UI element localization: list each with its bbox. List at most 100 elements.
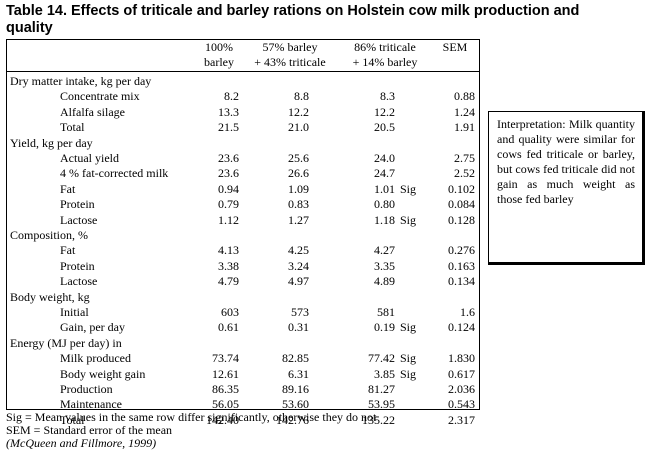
cell-100-barley: 3.38: [218, 258, 239, 273]
row-label: Alfalfa silage: [60, 104, 125, 119]
cell-sem: 0.102: [448, 181, 475, 196]
table-row: Body weight gain 12.61 6.31 3.85 Sig 0.617: [7, 367, 479, 382]
column-header-sem: SEM: [435, 40, 475, 55]
row-label: Maintenance: [60, 397, 122, 412]
table-row: Total 21.5 21.0 20.5 1.91: [7, 120, 479, 135]
table-bottom-rule: [7, 409, 479, 410]
cell-sem: 0.163: [448, 258, 475, 273]
cell-86-triticale: 8.3: [380, 89, 395, 104]
cell-sig: Sig: [400, 366, 417, 381]
cell-86-triticale: 1.18: [374, 212, 395, 227]
table-group-row: Body weight, kg: [7, 290, 479, 305]
column-header-line2: + 43% triticale: [254, 55, 326, 69]
group-label: Yield, kg per day: [10, 135, 93, 150]
cell-57-barley: 4.97: [288, 274, 309, 289]
cell-100-barley: 603: [221, 305, 239, 319]
column-header-line2: barley: [204, 55, 234, 69]
cell-sig: Sig: [400, 212, 417, 227]
cell-100-barley: 86.35: [212, 382, 239, 396]
cell-86-triticale: 3.85: [374, 366, 395, 381]
row-label: 4 % fat-corrected milk: [60, 166, 169, 181]
column-header-86-triticale: 86% triticale + 14% barley: [343, 40, 427, 70]
table-footnotes: Sig = Mean values in the same row differ…: [6, 411, 476, 450]
cell-100-barley: 4.79: [218, 274, 239, 289]
row-label: Actual yield: [60, 151, 119, 165]
table-group-row: Yield, kg per day: [7, 136, 479, 151]
column-header-line1: 57% barley: [262, 40, 318, 54]
cell-86-triticale: 53.95: [368, 397, 395, 412]
row-label: Lactose: [60, 274, 98, 289]
table-group-row: Dry matter intake, kg per day: [7, 74, 479, 89]
cell-86-triticale: 0.80: [374, 197, 395, 212]
data-table: 100% barley 57% barley + 43% triticale 8…: [6, 39, 480, 427]
cell-sig: Sig: [400, 320, 417, 335]
table-row: Production 86.35 89.16 81.27 2.036: [7, 382, 479, 397]
cell-sem: 0.134: [448, 274, 475, 289]
table-row: Initial 603 573 581 1.6: [7, 305, 479, 320]
cell-sem: 0.084: [448, 197, 475, 212]
cell-sem: 0.88: [454, 89, 475, 104]
table-row: Fat 0.94 1.09 1.01 Sig 0.102: [7, 182, 479, 197]
cell-57-barley: 82.85: [282, 351, 309, 366]
cell-sem: 0.543: [448, 397, 475, 412]
row-label: Body weight gain: [60, 366, 146, 381]
column-header-line2: + 14% barley: [352, 55, 418, 69]
cell-57-barley: 21.0: [288, 120, 309, 135]
row-label: Lactose: [60, 212, 98, 227]
cell-sem: 2.036: [448, 382, 475, 396]
cell-sem: 2.75: [454, 151, 475, 165]
table-row: Protein 0.79 0.83 0.80 0.084: [7, 197, 479, 212]
group-label: Energy (MJ per day) in: [10, 335, 122, 350]
cell-57-barley: 1.27: [288, 212, 309, 227]
table-group-row: Energy (MJ per day) in: [7, 336, 479, 351]
row-label: Total: [60, 120, 85, 135]
table-row: Total 142.40 142.76 135.22 2.317: [7, 413, 479, 428]
cell-57-barley: 25.6: [288, 151, 309, 165]
cell-sem: 1.24: [454, 104, 475, 119]
column-header-line2: SEM: [442, 40, 468, 54]
cell-100-barley: 8.2: [224, 89, 239, 104]
cell-57-barley: 53.60: [282, 397, 309, 412]
cell-86-triticale: 0.19: [374, 320, 395, 335]
table-row: 4 % fat-corrected milk 23.6 26.6 24.7 2.52: [7, 166, 479, 181]
row-label: Protein: [60, 258, 95, 273]
cell-57-barley: 573: [291, 305, 309, 319]
cell-86-triticale: 3.35: [374, 258, 395, 273]
cell-86-triticale: 1.01: [374, 181, 395, 196]
table-row: Alfalfa silage 13.3 12.2 12.2 1.24: [7, 105, 479, 120]
cell-86-triticale: 4.89: [374, 274, 395, 289]
cell-57-barley: 89.16: [282, 382, 309, 396]
table-row: Lactose 4.79 4.97 4.89 0.134: [7, 274, 479, 289]
cell-sem: 2.317: [448, 412, 475, 427]
cell-86-triticale: 24.7: [374, 166, 395, 181]
table-row: Maintenance 56.05 53.60 53.95 0.543: [7, 397, 479, 412]
row-label: Total: [60, 412, 85, 427]
row-label: Fat: [60, 243, 76, 258]
cell-100-barley: 4.13: [218, 243, 239, 258]
interpretation-box: Interpretation: Milk quantity and qualit…: [488, 111, 645, 265]
cell-57-barley: 142.76: [276, 412, 309, 427]
table-row: Milk produced 73.74 82.85 77.42 Sig 1.830: [7, 351, 479, 366]
cell-100-barley: 73.74: [212, 351, 239, 366]
table-row: Fat 4.13 4.25 4.27 0.276: [7, 243, 479, 258]
cell-57-barley: 12.2: [288, 104, 309, 119]
cell-100-barley: 21.5: [218, 120, 239, 135]
cell-sem: 0.124: [448, 320, 475, 335]
column-header-100-barley: 100% barley: [198, 40, 240, 70]
citation: (McQueen and Fillmore, 1999): [6, 436, 157, 450]
row-label: Concentrate mix: [60, 89, 140, 104]
cell-sem: 0.276: [448, 243, 475, 258]
cell-sem: 2.52: [454, 166, 475, 181]
cell-100-barley: 0.94: [218, 181, 239, 196]
cell-100-barley: 13.3: [218, 104, 239, 119]
cell-57-barley: 6.31: [288, 366, 309, 381]
cell-100-barley: 142.40: [206, 412, 239, 427]
cell-100-barley: 23.6: [218, 166, 239, 181]
cell-57-barley: 8.8: [294, 89, 309, 104]
group-label: Dry matter intake, kg per day: [10, 74, 152, 88]
cell-86-triticale: 24.0: [374, 151, 395, 165]
table-title: Table 14. Effects of triticale and barle…: [6, 3, 580, 36]
cell-86-triticale: 77.42: [368, 351, 395, 366]
header-divider: [7, 71, 479, 72]
row-label: Production: [60, 382, 113, 396]
